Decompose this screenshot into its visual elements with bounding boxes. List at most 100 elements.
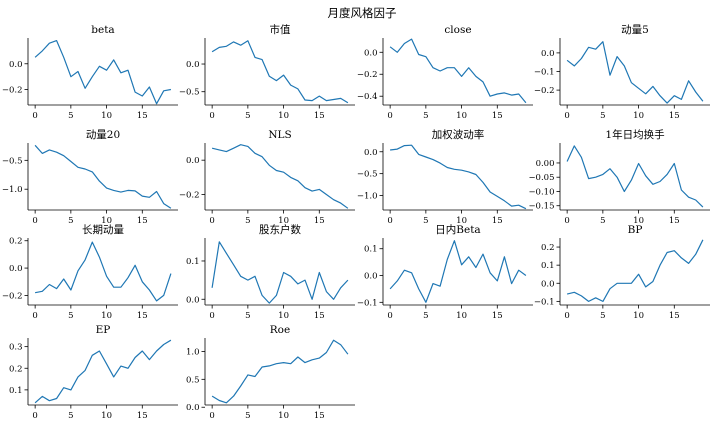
chart-panel: beta 0 5 10 15 0.0 −0.2 <box>2 24 178 121</box>
y-tick-label: 0.0 <box>541 279 555 289</box>
x-tick-label: 0 <box>387 216 392 226</box>
chart-title: Roe <box>270 324 290 336</box>
chart-panel: 日内Beta 0 5 10 15 0.1 0.0 −0.1 <box>357 223 533 321</box>
chart-title: NLS <box>268 129 291 141</box>
x-tick-label: 5 <box>600 311 605 321</box>
chart-panel: 市值 0 5 10 15 0.0 −0.5 <box>179 23 355 121</box>
y-tick-label: −0.2 <box>534 86 555 96</box>
x-tick-label: 15 <box>314 216 325 226</box>
series-line <box>390 144 527 210</box>
x-tick-label: 10 <box>101 111 112 121</box>
chart-title: 动量5 <box>621 24 649 36</box>
y-tick-label: 0.0 <box>9 60 23 70</box>
y-tick-label: 0.1 <box>186 257 200 267</box>
y-tick-label: 0.1 <box>364 245 378 255</box>
x-tick-label: 15 <box>669 311 680 321</box>
series-line <box>211 241 349 304</box>
x-tick-label: 10 <box>278 216 289 226</box>
series-line <box>34 339 172 404</box>
x-tick-label: 10 <box>101 216 112 226</box>
x-tick-label: 0 <box>564 311 569 321</box>
chart-title: 日内Beta <box>435 223 480 236</box>
x-tick-label: 10 <box>101 311 112 321</box>
chart-title: 市值 <box>270 23 291 36</box>
x-tick-label: 10 <box>278 111 289 121</box>
y-tick-label: −1.0 <box>357 192 378 202</box>
y-tick-label: 0.1 <box>9 386 23 396</box>
x-tick-label: 0 <box>209 111 214 121</box>
x-tick-label: 0 <box>387 111 392 121</box>
series-line <box>211 40 349 104</box>
y-tick-label: −1.0 <box>2 185 23 195</box>
x-tick-label: 15 <box>492 111 503 121</box>
x-tick-label: 5 <box>68 411 73 421</box>
y-tick-label: 0.0 <box>186 403 200 413</box>
series-line <box>566 41 704 104</box>
x-tick-label: 5 <box>245 216 250 226</box>
x-tick-label: 0 <box>564 216 569 226</box>
x-tick-label: 5 <box>245 411 250 421</box>
x-tick-label: 10 <box>278 311 289 321</box>
chart-panel: 1年日均换手 0 5 10 15 0.00 −0.05 −0.10 −0.15 <box>528 128 710 226</box>
x-tick-label: 5 <box>245 111 250 121</box>
x-tick-label: 0 <box>209 216 214 226</box>
y-tick-label: −0.5 <box>2 156 23 166</box>
y-tick-label: −0.05 <box>528 173 554 183</box>
x-tick-label: 15 <box>137 311 148 321</box>
y-tick-label: −0.15 <box>528 202 554 212</box>
chart-panel: 股东户数 0 5 10 15 0.1 0.0 <box>186 223 355 321</box>
series-line <box>211 339 349 404</box>
x-tick-label: 10 <box>456 216 467 226</box>
x-tick-label: 15 <box>314 411 325 421</box>
chart-panel: close 0 5 10 15 0.0 −0.2 −0.4 <box>357 24 533 121</box>
x-tick-label: 0 <box>32 411 37 421</box>
series-line <box>566 145 704 208</box>
x-tick-label: 5 <box>245 311 250 321</box>
x-tick-label: 15 <box>314 111 325 121</box>
y-tick-label: −0.2 <box>2 86 23 96</box>
x-tick-label: 0 <box>387 311 392 321</box>
figure-title: 月度风格因子 <box>328 6 397 20</box>
x-tick-label: 0 <box>32 311 37 321</box>
x-tick-label: 15 <box>137 411 148 421</box>
y-tick-label: 0.2 <box>9 237 23 247</box>
series-line <box>211 144 349 209</box>
y-tick-label: 0.0 <box>541 49 555 59</box>
y-tick-label: 0.0 <box>364 272 378 282</box>
y-tick-label: 0.2 <box>541 243 555 253</box>
series-line <box>389 240 527 303</box>
x-tick-label: 0 <box>564 111 569 121</box>
chart-title: 加权波动率 <box>432 128 485 141</box>
x-tick-label: 15 <box>669 111 680 121</box>
y-tick-label: −0.4 <box>357 92 378 102</box>
x-tick-label: 5 <box>600 111 605 121</box>
chart-title: 股东户数 <box>259 223 301 236</box>
y-tick-label: −0.2 <box>2 291 23 301</box>
x-tick-label: 10 <box>101 411 112 421</box>
y-tick-label: −0.2 <box>357 70 378 80</box>
y-tick-label: 0.0 <box>186 295 200 305</box>
y-tick-label: 0.1 <box>541 261 555 271</box>
chart-title: 1年日均换手 <box>605 128 664 141</box>
y-tick-label: 0.5 <box>186 375 200 385</box>
chart-title: BP <box>628 224 643 236</box>
y-tick-label: −0.10 <box>528 187 554 197</box>
y-tick-label: 0.0 <box>9 264 23 274</box>
series-line <box>566 239 704 302</box>
x-tick-label: 15 <box>669 216 680 226</box>
y-tick-label: 0.00 <box>536 159 555 169</box>
chart-title: close <box>444 24 471 36</box>
chart-panel: EP 0 5 10 15 0.1 0.2 0.3 <box>9 324 178 421</box>
x-tick-label: 5 <box>600 216 605 226</box>
chart-panel: 加权波动率 0 5 10 15 0.0 −0.5 −1.0 <box>357 128 533 226</box>
x-tick-label: 15 <box>137 216 148 226</box>
series-line <box>34 241 172 302</box>
x-tick-label: 0 <box>32 111 37 121</box>
x-tick-label: 10 <box>278 411 289 421</box>
y-tick-label: −0.1 <box>534 68 555 78</box>
x-tick-label: 5 <box>423 216 428 226</box>
chart-panel: BP 0 5 10 15 0.2 0.1 0.0 −0.1 <box>534 224 710 321</box>
series-line <box>34 144 172 209</box>
y-tick-label: −0.2 <box>179 191 200 201</box>
x-tick-label: 10 <box>456 111 467 121</box>
